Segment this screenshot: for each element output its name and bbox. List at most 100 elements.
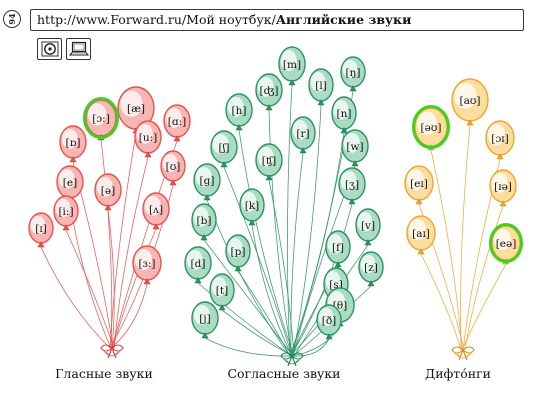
balloon-vowel[interactable]: [æ]: [117, 86, 155, 134]
balloon-shine: [61, 128, 78, 149]
balloon-shine: [327, 233, 343, 254]
balloon-consonant[interactable]: [l]: [308, 68, 334, 106]
balloon-label: [m]: [283, 59, 301, 71]
balloon-string: [69, 201, 112, 349]
balloon-vowel[interactable]: [ɑ:]: [163, 104, 191, 142]
balloon-label: [ɪə]: [494, 181, 512, 193]
address-bar[interactable]: http://www.Forward.ru/Мой ноутбук/Англий…: [30, 9, 524, 31]
balloon-label: [ɪ]: [35, 223, 47, 235]
address-path: Мой ноутбук/: [186, 12, 276, 27]
balloon-tie: [288, 79, 296, 86]
balloon-shine: [87, 103, 107, 126]
balloon-vowel[interactable]: [i:]: [53, 195, 79, 231]
balloon-string: [100, 139, 113, 349]
balloon-string: [112, 228, 157, 349]
balloon-consonant[interactable]: [w]: [341, 129, 369, 167]
balloon-tie: [367, 280, 375, 287]
balloon-consonant[interactable]: [f]: [325, 230, 351, 268]
balloon-diphthong[interactable]: [aɪ]: [406, 215, 436, 255]
balloon-tie: [194, 277, 202, 284]
balloon-consonant[interactable]: [p]: [225, 234, 251, 272]
balloon-vowel[interactable]: [e]: [56, 165, 84, 203]
balloon-string: [204, 337, 293, 357]
balloon-shine: [280, 50, 297, 72]
balloon-vowel[interactable]: [ʌ]: [142, 192, 170, 230]
balloon-consonant[interactable]: [ʃ]: [210, 130, 238, 168]
balloon-label: [əʊ]: [421, 122, 442, 134]
balloon-consonant[interactable]: [ŋ]: [340, 56, 366, 92]
balloon-shine: [310, 71, 326, 92]
balloon-consonant[interactable]: [ʒ]: [338, 167, 366, 205]
balloon-shine: [227, 237, 243, 258]
balloon-consonant[interactable]: [d]: [184, 246, 212, 284]
balloon-diphthong[interactable]: [eɪ]: [404, 165, 434, 205]
balloon-label: [k]: [245, 200, 260, 212]
balloon-tie: [169, 179, 177, 186]
laptop-icon: [68, 41, 89, 56]
balloon-label: [ð]: [322, 315, 337, 327]
balloon-consonant[interactable]: [m]: [278, 46, 306, 86]
balloon-highlight-ring: [489, 223, 523, 263]
balloon-shine: [408, 219, 427, 241]
balloon-consonant[interactable]: [ʤ]: [255, 73, 283, 111]
caption-vowels: Гласные звуки: [55, 366, 153, 381]
balloon-consonant[interactable]: [t]: [209, 273, 235, 311]
balloon-shine: [360, 254, 376, 274]
balloon-shine: [162, 153, 178, 173]
balloon-label: [i:]: [58, 206, 73, 218]
balloon-string: [113, 156, 149, 349]
balloon-consonant[interactable]: [r]: [290, 116, 316, 154]
balloon-tie: [104, 204, 112, 211]
balloon-consonant[interactable]: [k]: [239, 188, 265, 226]
balloon-diphthong[interactable]: [ɪə]: [489, 169, 517, 207]
balloon-tie: [325, 333, 333, 340]
balloon-shine: [193, 304, 210, 325]
balloon-diphthong[interactable]: [eə]: [489, 223, 523, 265]
balloon-vowel[interactable]: [ɪ]: [28, 212, 54, 248]
balloon-highlight-ring: [412, 105, 450, 149]
balloon-consonant[interactable]: [g]: [193, 163, 221, 201]
balloon-group-consonants: [m] [ŋ] [ʤ] [l] [h] [n] [r] [ʃ] [w] [ʧ] [g] [ʒ] [k] […: [184, 46, 384, 367]
balloon-tie: [69, 156, 77, 163]
balloon-consonant[interactable]: [v]: [355, 208, 381, 246]
balloon-string: [238, 129, 295, 357]
balloon-vowel[interactable]: [ɔ:]: [83, 97, 119, 141]
balloon-label: [b]: [197, 215, 212, 227]
balloon-label: [p]: [231, 246, 246, 258]
balloon-tie: [317, 99, 325, 106]
balloon-consonant[interactable]: [ð]: [316, 304, 342, 340]
balloon-consonant[interactable]: [h]: [225, 93, 253, 131]
balloon-vowel[interactable]: [ʊ]: [160, 150, 186, 186]
balloon-diphthong[interactable]: [əʊ]: [412, 105, 450, 151]
balloon-consonant[interactable]: [ʧ]: [255, 143, 283, 181]
balloon-tie: [37, 241, 45, 248]
balloon-string: [251, 224, 293, 357]
balloon-tie: [234, 265, 242, 272]
balloon-shine: [186, 249, 203, 270]
balloon-shine: [325, 270, 341, 291]
balloon-vowel[interactable]: [u:]: [134, 120, 162, 158]
balloon-consonant[interactable]: [j]: [191, 301, 219, 339]
balloon-label: [ɜ:]: [138, 258, 155, 270]
laptop-button[interactable]: [66, 38, 91, 60]
string-bow-loops: [453, 351, 473, 359]
balloon-shine: [257, 146, 274, 167]
balloon-vowel[interactable]: [ɜ:]: [132, 245, 162, 285]
balloon-consonant[interactable]: [n]: [331, 96, 357, 134]
balloon-vowel[interactable]: [ə]: [94, 173, 122, 211]
balloon-vowel[interactable]: [ɒ]: [59, 125, 87, 163]
balloon-tie: [364, 239, 372, 246]
balloon-string: [420, 253, 462, 351]
balloon-consonant[interactable]: [z]: [358, 251, 384, 287]
balloon-shine: [257, 76, 274, 97]
balloon-diphthong[interactable]: [ɔɪ]: [485, 120, 515, 160]
balloon-tie: [201, 332, 209, 339]
balloon-consonant[interactable]: [b]: [191, 203, 217, 241]
balloon-string: [237, 270, 291, 357]
balloon-shine: [212, 133, 229, 154]
balloon-diphthong[interactable]: [aʊ]: [451, 78, 489, 126]
address-url: http://www.Forward.ru/: [37, 12, 187, 27]
balloon-label: [d]: [191, 258, 206, 270]
cd-button[interactable]: [37, 38, 62, 60]
balloon-label: [n]: [337, 108, 352, 120]
